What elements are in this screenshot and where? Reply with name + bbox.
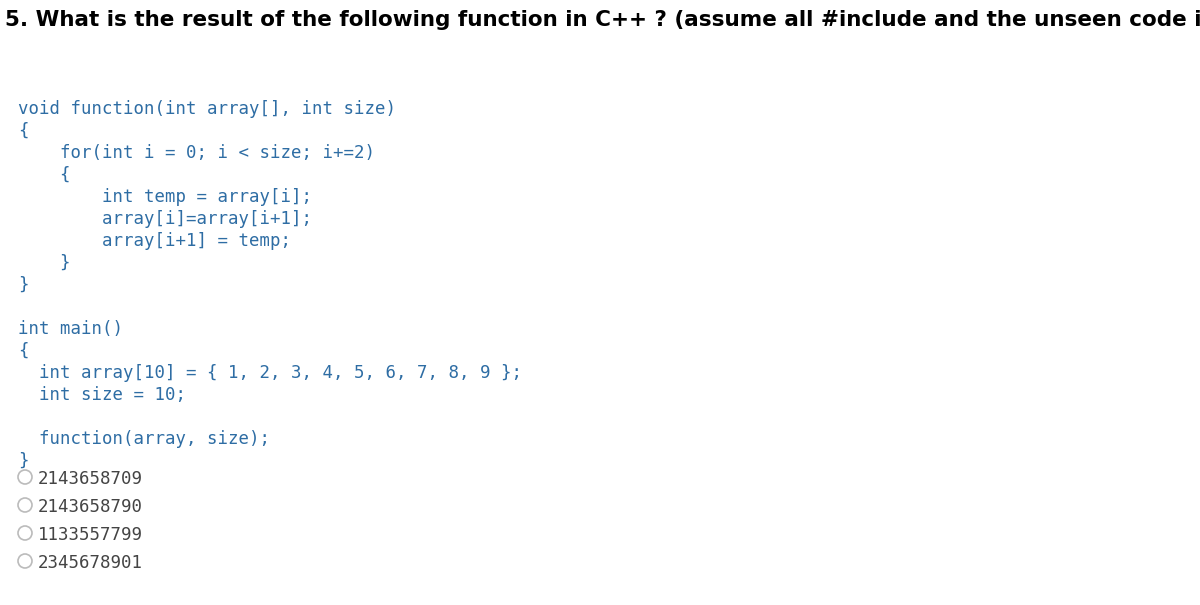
Text: 2345678901: 2345678901 [38,554,143,572]
Text: void function(int array[], int size): void function(int array[], int size) [18,100,396,118]
Text: int temp = array[i];: int temp = array[i]; [18,188,312,206]
Text: }: } [18,452,29,470]
Text: 1133557799: 1133557799 [38,526,143,544]
Text: }: } [18,276,29,294]
Text: {: { [18,342,29,360]
Text: int main(): int main() [18,320,124,338]
Text: array[i]=array[i+1];: array[i]=array[i+1]; [18,210,312,228]
Text: 2143658709: 2143658709 [38,470,143,488]
Text: 5. What is the result of the following function in C++ ? (assume all #include an: 5. What is the result of the following f… [5,10,1200,30]
Text: }: } [18,254,71,272]
Text: int array[10] = { 1, 2, 3, 4, 5, 6, 7, 8, 9 };: int array[10] = { 1, 2, 3, 4, 5, 6, 7, 8… [18,364,522,382]
Text: array[i+1] = temp;: array[i+1] = temp; [18,232,292,250]
Text: function(array, size);: function(array, size); [18,430,270,448]
Text: {: { [18,166,71,184]
Text: 2143658790: 2143658790 [38,498,143,516]
Text: int size = 10;: int size = 10; [18,386,186,404]
Text: for(int i = 0; i < size; i+=2): for(int i = 0; i < size; i+=2) [18,144,374,162]
Text: {: { [18,122,29,140]
